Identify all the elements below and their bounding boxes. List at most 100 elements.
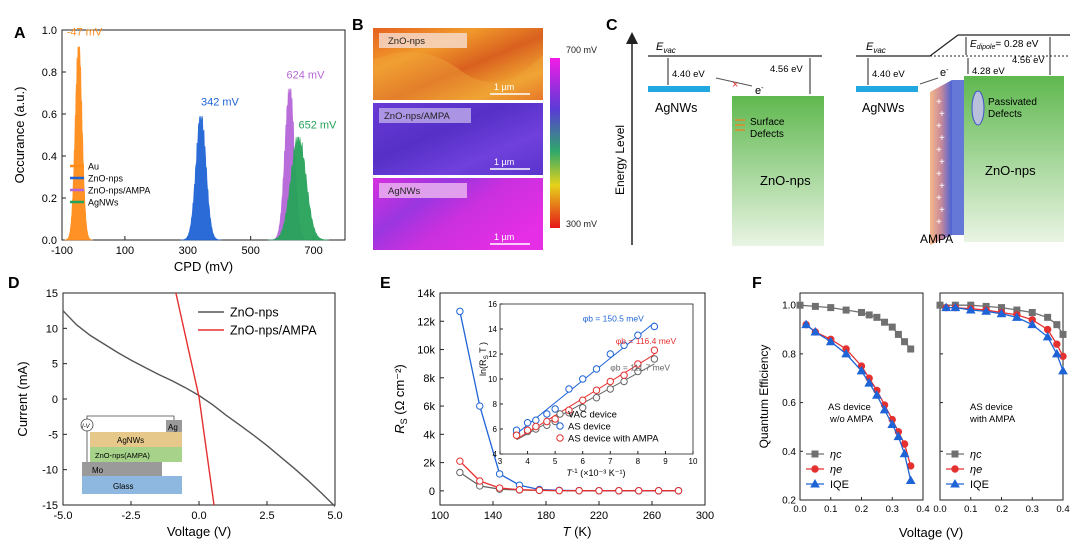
colorbar-min-label: 300 mV: [566, 219, 597, 229]
panel-e-xtick-label-0: 100: [431, 510, 449, 522]
panel-d-ytick-label-0: -15: [42, 500, 58, 512]
panel-f-1-point-0-7: [1044, 313, 1052, 321]
panel-e-legend-marker-1: [556, 422, 564, 430]
layer-agnws: [90, 432, 182, 447]
panel-a-xtick-label-1: 100: [116, 245, 134, 257]
panel-f-1-legend-marker-0: [951, 450, 959, 458]
panel-e-point-2-0: [456, 457, 464, 465]
panel-a-legend-label-3: AgNWs: [88, 198, 119, 208]
panel-e-inset-point-2-10: [634, 360, 642, 368]
electron-right: e-: [940, 67, 949, 79]
panel-e-xtick-label-5: 300: [696, 510, 714, 522]
panel-e-ytick-label-5: 10k: [417, 345, 435, 357]
panel-e-inset-ytick-label-5: 14: [488, 325, 497, 334]
panel-f-1-point-0-6: [1028, 308, 1036, 316]
panel-f-0-xtick-label-1: 0.1: [824, 504, 837, 515]
panel-a-ytick-label-4: 0.8: [42, 67, 57, 79]
panel-e-point-1-1: [476, 402, 484, 410]
panel-f-1-xtick-label-2: 0.2: [995, 504, 1008, 515]
panel-e-legend-label-2: AS device with AMPA: [568, 434, 659, 445]
panel-a-ytick-label-2: 0.4: [42, 151, 57, 163]
panel-e-inset-point-2-9: [620, 371, 628, 379]
panel-f-1-xtick-label-3: 0.3: [1026, 504, 1039, 515]
panel-a-peak-label-0: -47 mV: [67, 26, 103, 38]
panel-e-ytick-label-0: 0: [429, 486, 435, 498]
ampa-plus-7: +: [939, 181, 945, 192]
panel-b-kpfm-maps: ZnO-nps 1 µm ZnO-nps/AMPA 1 µm AgNWs 1 µ…: [373, 28, 597, 250]
cpd-map-zno-ampa-label-box: [379, 108, 471, 123]
panel-f-1-point-2-5: [1012, 312, 1022, 321]
panel-d-legend-label-1: ZnO-nps/AMPA: [230, 324, 317, 338]
electron-left: e-: [755, 85, 764, 97]
panel-f-1-point-2-2: [965, 305, 976, 314]
panel-e-ylabel: RS (Ω cm⁻²): [392, 364, 409, 434]
ampa-plus-signs: +++++++++++: [936, 97, 945, 228]
panel-d-ytick-label-2: -5: [48, 429, 58, 441]
panel-e-inset-ytick-label-2: 8: [493, 400, 498, 409]
panel-e-inset-point-1-7: [592, 365, 601, 373]
shifted-wf-right: 4.28 eV: [972, 66, 1005, 77]
panel-e-legend-marker-0: [556, 410, 564, 418]
panel-d-xtick-label-1: -2.5: [122, 510, 141, 522]
zno-wf-right: 4.56 eV: [1012, 55, 1045, 66]
passivated-line1: Passivated: [988, 97, 1037, 108]
panel-f-0-point-2-6: [872, 390, 882, 399]
panel-a-legend-label-0: Au: [88, 162, 99, 172]
panel-e-point-0-0: [456, 468, 464, 477]
ampa-plus-4: +: [936, 145, 942, 156]
zno-block-left: [732, 96, 824, 246]
panel-label-d: D: [8, 275, 20, 292]
panel-f-1-point-0-9: [1059, 330, 1067, 338]
ampa-plus-5: +: [939, 157, 945, 168]
panel-f-0-point-0-1: [811, 302, 819, 310]
scale-bar-2-label: 1 µm: [494, 157, 514, 167]
panel-e-point-2-1: [476, 477, 484, 485]
cpd-map-zno-ampa-label: ZnO-nps/AMPA: [384, 111, 450, 122]
panel-a-peak-label-1: 342 mV: [201, 97, 240, 109]
ampa-dipole-band: [952, 80, 964, 235]
panel-e-inset-ytick-label-0: 4: [493, 450, 498, 459]
panel-e-frame: [439, 292, 706, 506]
panel-f-ytick-label-0: 0.2: [782, 496, 796, 507]
panel-label-c: C: [606, 17, 618, 34]
panel-e-point-1-2: [495, 470, 504, 478]
panel-d-ytick-label-3: 0: [52, 394, 58, 406]
panel-f-1-xtick-label-0: 0.0: [933, 504, 946, 515]
panel-f-1-point-0-0: [936, 301, 944, 309]
panel-f-0-point-0-9: [894, 330, 902, 338]
panel-f-0-point-2-11: [905, 475, 916, 485]
panel-d-xtick-label-0: -5.0: [54, 510, 73, 522]
scale-bar-3-label: 1 µm: [494, 232, 514, 242]
panel-e-legend-marker-2: [556, 434, 564, 442]
panel-e-inset-point-0-11: [650, 355, 659, 363]
panel-e-inset-ytick-label-6: 16: [488, 300, 497, 309]
panel-f-1-xtick-label-1: 0.1: [964, 504, 977, 515]
panel-e-inset-point-0-6: [579, 404, 587, 412]
panel-e-inset-annotation-2: φb = 111.7 meV: [610, 362, 670, 372]
panel-f-0-xtick-label-4: 0.4: [916, 504, 929, 515]
panel-label-f: F: [752, 275, 762, 292]
panel-e-inset-point-0-7: [592, 394, 601, 402]
panel-f-0-legend-marker-1: [811, 465, 819, 473]
panel-f-left-note-2: w/o AMPA: [829, 414, 874, 425]
ampa-plus-2: +: [936, 121, 942, 132]
device-schematic-inset: Glass Mo ZnO-nps(AMPA) AgNWs Ag I-V: [80, 415, 182, 494]
iv-meter: [80, 418, 94, 432]
panel-f-1-point-2-9: [1058, 365, 1068, 375]
panel-e-inset-point-2-2: [532, 422, 540, 431]
cpd-map-zno-label-box: [379, 33, 467, 48]
panel-e-inset-point-1-2: [532, 416, 540, 424]
panel-d-chart: -5.0 -2.5 0.0 2.5 5.0 -15 -10 -5 0 5 10 15 Voltage (…: [15, 288, 343, 539]
blocked-mark: ×: [732, 79, 738, 91]
panel-e-inset-point-1-8: [606, 350, 614, 358]
panel-f-0-xtick-label-2: 0.2: [855, 504, 868, 515]
panel-e-point-2-8: [615, 487, 623, 495]
panel-d-xtick-label-3: 2.5: [259, 510, 274, 522]
panel-e-inset-xtick-label-3: 6: [580, 457, 585, 466]
agnws-label-right: AgNWs: [862, 101, 904, 115]
panel-e-legend-label-1: AS device: [568, 422, 611, 433]
panel-d-ytick-label-6: 15: [46, 288, 58, 300]
dipole-label: Edipole= 0.28 eV: [970, 39, 1039, 51]
panel-e-inset-point-1-4: [551, 405, 559, 413]
